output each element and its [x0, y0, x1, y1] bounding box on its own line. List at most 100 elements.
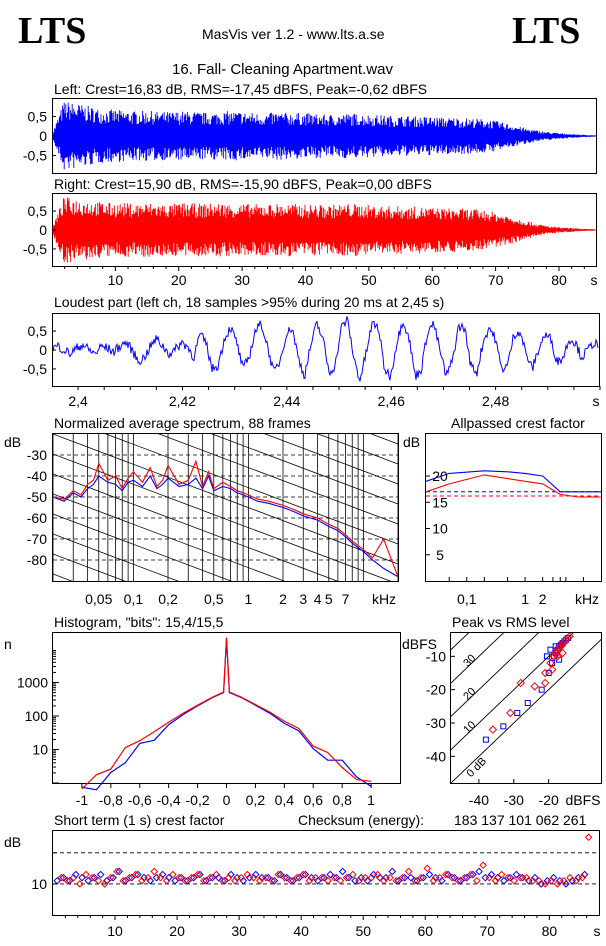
peakrms-point-left [538, 686, 545, 693]
shortcrest-point-left [518, 873, 527, 882]
ytick-label: 0 [39, 128, 47, 144]
shortcrest-point-left [580, 870, 589, 879]
shortcrest-point-right [342, 873, 351, 882]
shortcrest-point-left [183, 876, 192, 885]
shortcrest-point-right [380, 876, 388, 885]
shortcrest-point-right [113, 867, 121, 876]
shortcrest-point-left [307, 873, 316, 882]
xtick-label: 2,4 [68, 393, 88, 409]
shortcrest-point-left [220, 876, 229, 885]
shortcrest-point-right [75, 880, 84, 888]
xtick-label: 2,48 [482, 393, 509, 409]
ytick-label: 0 [39, 342, 47, 358]
peakrms-ylabel: dBFS [402, 636, 438, 652]
shortcrest-point-right [435, 873, 444, 882]
shortcrest-point-right [510, 876, 518, 885]
peakrms-point-right [540, 668, 550, 678]
ytick-label: 10 [31, 876, 47, 892]
xtick-label: -1 [76, 792, 89, 808]
spectrum-series-right [53, 459, 398, 577]
shortcrest-point-right [559, 876, 568, 885]
xunit-label: dBFS [565, 792, 600, 808]
shortcrest-point-left [376, 873, 384, 882]
xtick-label: 0,05 [85, 591, 112, 607]
peakrms-point-left [524, 700, 531, 706]
shortcrest-point-right [119, 876, 128, 885]
shortcrest-point-right [355, 876, 363, 885]
shortcrest-point-right [100, 880, 109, 888]
shortcrest-point-right [293, 873, 301, 882]
shortcrest-point-left [450, 873, 459, 882]
xtick-label: 2,44 [273, 393, 300, 409]
allpass-series-right [425, 474, 601, 498]
spectrum-slope-line [317, 434, 398, 465]
ytick-label: -10 [426, 648, 446, 664]
checksum-value: 183 137 101 062 261 [454, 812, 587, 828]
xtick-label: 60 [424, 272, 440, 288]
spectrum-slope-line [211, 434, 398, 505]
shortcrest-point-left [171, 876, 179, 885]
shortcrest-point-right [485, 873, 494, 882]
shortcrest-point-left [326, 870, 335, 879]
shortcrest-point-right [411, 876, 419, 885]
shortcrest-point-right [392, 876, 401, 885]
shortcrest-point-right [417, 873, 425, 882]
xtick-label: 4 [314, 591, 322, 607]
shortcrest-point-right [125, 873, 134, 882]
xtick-label: -0,8 [99, 792, 123, 808]
spectrum-slope-line [104, 434, 398, 545]
ytick-label: -40 [27, 468, 47, 484]
logo-right: LTS [512, 10, 581, 52]
shortcrest-point-left [258, 873, 266, 882]
ytick-label: 100 [25, 708, 49, 724]
shortcrest-point-right [541, 880, 549, 888]
shortcrest-point-left [202, 876, 210, 885]
shortcrest-point-left [53, 876, 62, 885]
spectrum-slope-line [158, 434, 398, 525]
ytick-label: -60 [27, 510, 47, 526]
shortcrest-point-right [324, 876, 332, 885]
shortcrest-point-left [251, 870, 260, 879]
shortcrest-point-right [212, 870, 221, 879]
shortcrest-point-left [562, 880, 570, 888]
spectrum-panel [52, 433, 399, 582]
shortcrest-point-right [144, 873, 152, 882]
shortcrest-point-right [566, 873, 574, 882]
spectrum-slope-line [53, 493, 286, 581]
ytick-label: 0,5 [28, 323, 48, 339]
peakrms-point-left [482, 736, 489, 743]
shortcrest-point-right [473, 876, 481, 885]
xtick-label: 0,4 [275, 792, 295, 808]
ytick-label: -70 [27, 531, 47, 547]
shortcrest-point-right [255, 876, 264, 885]
shortcrest-point-left [227, 870, 235, 879]
peakrms-panel [450, 632, 602, 784]
ytick-label: 10 [432, 521, 448, 537]
xtick-label: 80 [542, 923, 558, 939]
shortcrest-point-right [94, 876, 103, 885]
xtick-label: -0,4 [157, 792, 181, 808]
allpass-series-left [425, 470, 601, 493]
ytick-label: 0,5 [28, 203, 48, 219]
peakrms-diagonal [451, 633, 574, 751]
ytick-label: -0,5 [23, 361, 47, 377]
peakrms-point-left [564, 635, 571, 641]
xtick-label: -40 [469, 792, 489, 808]
xtick-label: 2,46 [378, 393, 405, 409]
shortcrest-point-left [103, 876, 111, 885]
shortcrest-point-left [487, 870, 496, 879]
xunit-label: s [591, 272, 598, 288]
shortcrest-point-left [568, 876, 577, 885]
shortcrest-point-left [189, 873, 198, 882]
ytick-label: 5 [436, 547, 444, 563]
shortcrest-point-right [274, 870, 283, 879]
xtick-label: 20 [171, 272, 187, 288]
spectrum-plot-area [53, 434, 398, 581]
ytick-label: 10 [32, 741, 48, 757]
shortcrest-point-right [305, 876, 314, 885]
shortcrest-point-left [78, 873, 86, 882]
peakrms-diagonal [451, 639, 601, 783]
xtick-label: 50 [361, 272, 377, 288]
